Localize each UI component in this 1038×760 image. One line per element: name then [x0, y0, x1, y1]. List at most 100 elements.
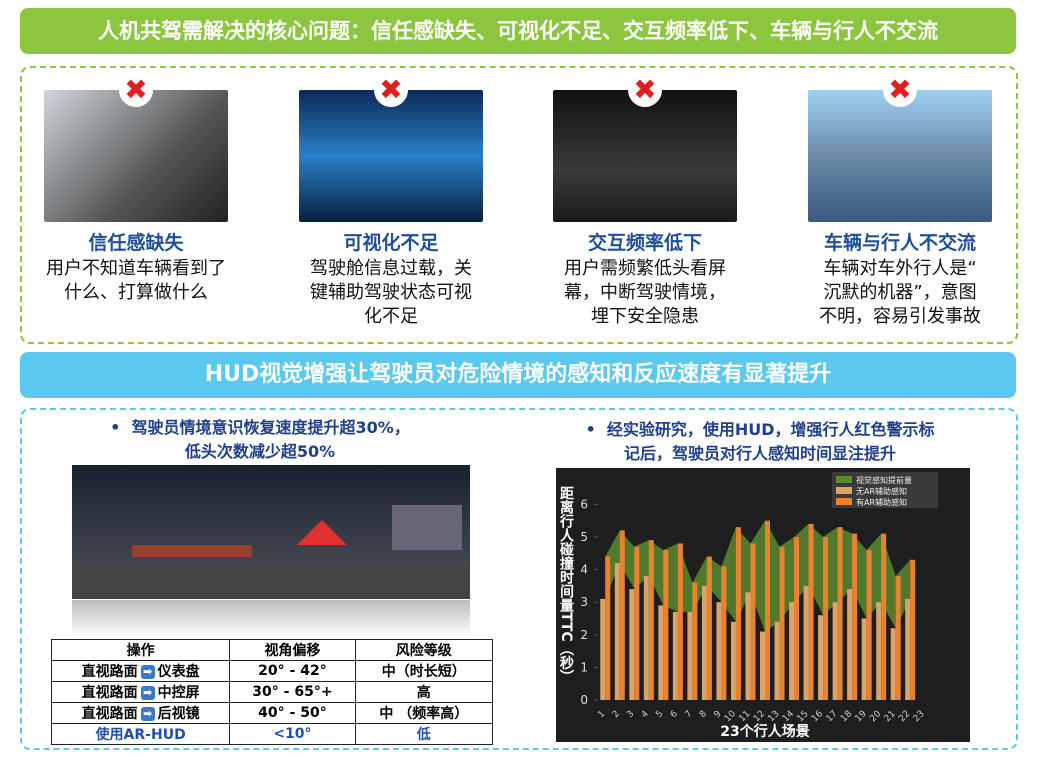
y-tick-label: 5: [580, 530, 588, 544]
op-text: 直视路面: [81, 685, 138, 701]
bar: [614, 563, 620, 700]
x-tick-label: 1: [596, 709, 607, 720]
bar: [876, 602, 882, 700]
table-row: 使用AR-HUD <10° 低: [50, 723, 494, 745]
angle-cell: <10°: [229, 723, 356, 745]
op-text: 后视镜: [157, 706, 200, 722]
mid-banner: HUD视觉增强让驾驶员对危险情境的感知和反应速度有显著提升: [20, 352, 1016, 398]
table-header: 操作 视角偏移 风险等级: [50, 639, 494, 661]
bar: [721, 566, 727, 700]
y-tick-label: 3: [580, 595, 588, 609]
bar: [861, 618, 867, 700]
y-tick-label: 6: [580, 497, 588, 511]
x-tick-label: 6: [669, 709, 680, 720]
bar: [910, 559, 916, 700]
arrow-icon: ➡: [140, 686, 155, 700]
risk-cell: 中（时长短）: [354, 660, 494, 682]
x-tick-label: 3: [625, 709, 636, 720]
x-tick-label: 9: [712, 709, 723, 720]
angle-cell: 20° - 42°: [229, 660, 356, 682]
results-box: [20, 408, 1018, 750]
bar: [634, 546, 640, 700]
op-text: 直视路面: [81, 664, 138, 680]
y-tick-label: 2: [580, 628, 588, 642]
legend-swatch: [836, 498, 852, 505]
legend-label: 有AR辅助感知: [856, 497, 907, 507]
table-row: 直视路面 ➡ 后视镜 40° - 50° 中 （频率高）: [50, 702, 494, 724]
left-bullet: • 驾驶员情境意识恢复速度提升超30%， 低头次数减少超50%: [60, 416, 460, 464]
card-image: [553, 90, 737, 222]
op-text: 中控屏: [157, 685, 200, 701]
legend-swatch: [836, 487, 852, 494]
problems-box: [20, 66, 1018, 344]
header-cell: 风险等级: [354, 639, 494, 661]
card-text: 车辆对车外行人是“ 沉默的机器”，意图 不明，容易引发事故: [785, 257, 1015, 329]
op-text: 使用AR-HUD: [95, 727, 186, 743]
card-line: 用户需频繁低头看屏: [564, 258, 726, 279]
card-line: 键辅助驾驶状态可视: [310, 282, 472, 303]
card-line: 用户不知道车辆看到了: [46, 258, 226, 279]
card-line: 埋下安全隐患: [591, 306, 699, 327]
bar: [779, 546, 785, 700]
bar: [735, 527, 741, 700]
table-row: 直视路面 ➡ 中控屏 30° - 65°+ 高: [50, 681, 494, 703]
bar: [643, 576, 649, 700]
bar: [794, 536, 800, 700]
arrow-icon: ➡: [140, 707, 155, 721]
card-line: 不明，容易引发事故: [819, 306, 981, 327]
card-line: 驾驶舱信息过载，关: [310, 258, 472, 279]
hud-image: [72, 465, 470, 599]
bar: [605, 556, 611, 700]
table-row: 直视路面 ➡ 仪表盘 20° - 42° 中（时长短）: [50, 660, 494, 682]
x-tick-label: 4: [640, 709, 651, 720]
card-image: [299, 90, 483, 222]
bar: [687, 611, 693, 700]
bullet-text: 记后，驾驶员对行人感知时间显注提升: [623, 444, 896, 463]
bar: [730, 621, 736, 700]
angle-cell: 40° - 50°: [229, 702, 356, 724]
hud-illustration: [72, 505, 470, 599]
bar: [837, 527, 843, 700]
op-cell: 使用AR-HUD: [50, 723, 231, 745]
x-tick-label: 8: [698, 709, 709, 720]
error-mark: ✖: [374, 73, 408, 107]
bar: [692, 582, 698, 700]
bar: [716, 602, 722, 700]
risk-cell: 低: [354, 723, 494, 745]
bar: [760, 631, 765, 700]
bar: [832, 602, 838, 700]
bar: [866, 549, 872, 700]
error-mark: ✖: [119, 73, 153, 107]
bar: [852, 533, 858, 700]
bar: [895, 576, 901, 700]
bar: [672, 611, 678, 700]
bar: [808, 523, 814, 700]
bar: [847, 589, 853, 700]
bar: [750, 543, 756, 700]
bar: [765, 520, 770, 700]
top-banner: 人机共驾需解决的核心问题：信任感缺失、可视化不足、交互频率低下、车辆与行人不交流: [20, 8, 1016, 54]
header-cell: 视角偏移: [229, 639, 356, 661]
bullet-text: 低头次数减少超50%: [184, 442, 336, 461]
y-tick-label: 0: [580, 693, 588, 707]
op-cell: 直视路面 ➡ 后视镜: [50, 702, 231, 724]
hud-reflection: [72, 600, 470, 636]
x-axis-label: 23个行人场景: [720, 723, 809, 740]
y-tick-label: 1: [580, 660, 588, 674]
y-axis-label: 距离行人碰撞时间量TTC（秒）: [558, 486, 575, 684]
bar: [803, 585, 809, 700]
card-text: 驾驶舱信息过载，关 键辅助驾驶状态可视 化不足: [276, 257, 506, 329]
bar: [619, 530, 625, 700]
card-title: 信任感缺失: [88, 232, 184, 254]
legend-swatch: [836, 476, 852, 483]
bar: [774, 621, 780, 700]
bar: [677, 543, 683, 700]
bar: [881, 533, 887, 700]
op-text: 仪表盘: [157, 664, 200, 680]
card-line: 幕，中断驾驶情境，: [564, 282, 726, 303]
bar: [629, 589, 635, 700]
card-text: 用户不知道车辆看到了 什么、打算做什么: [21, 257, 251, 305]
card-image: [44, 90, 228, 222]
